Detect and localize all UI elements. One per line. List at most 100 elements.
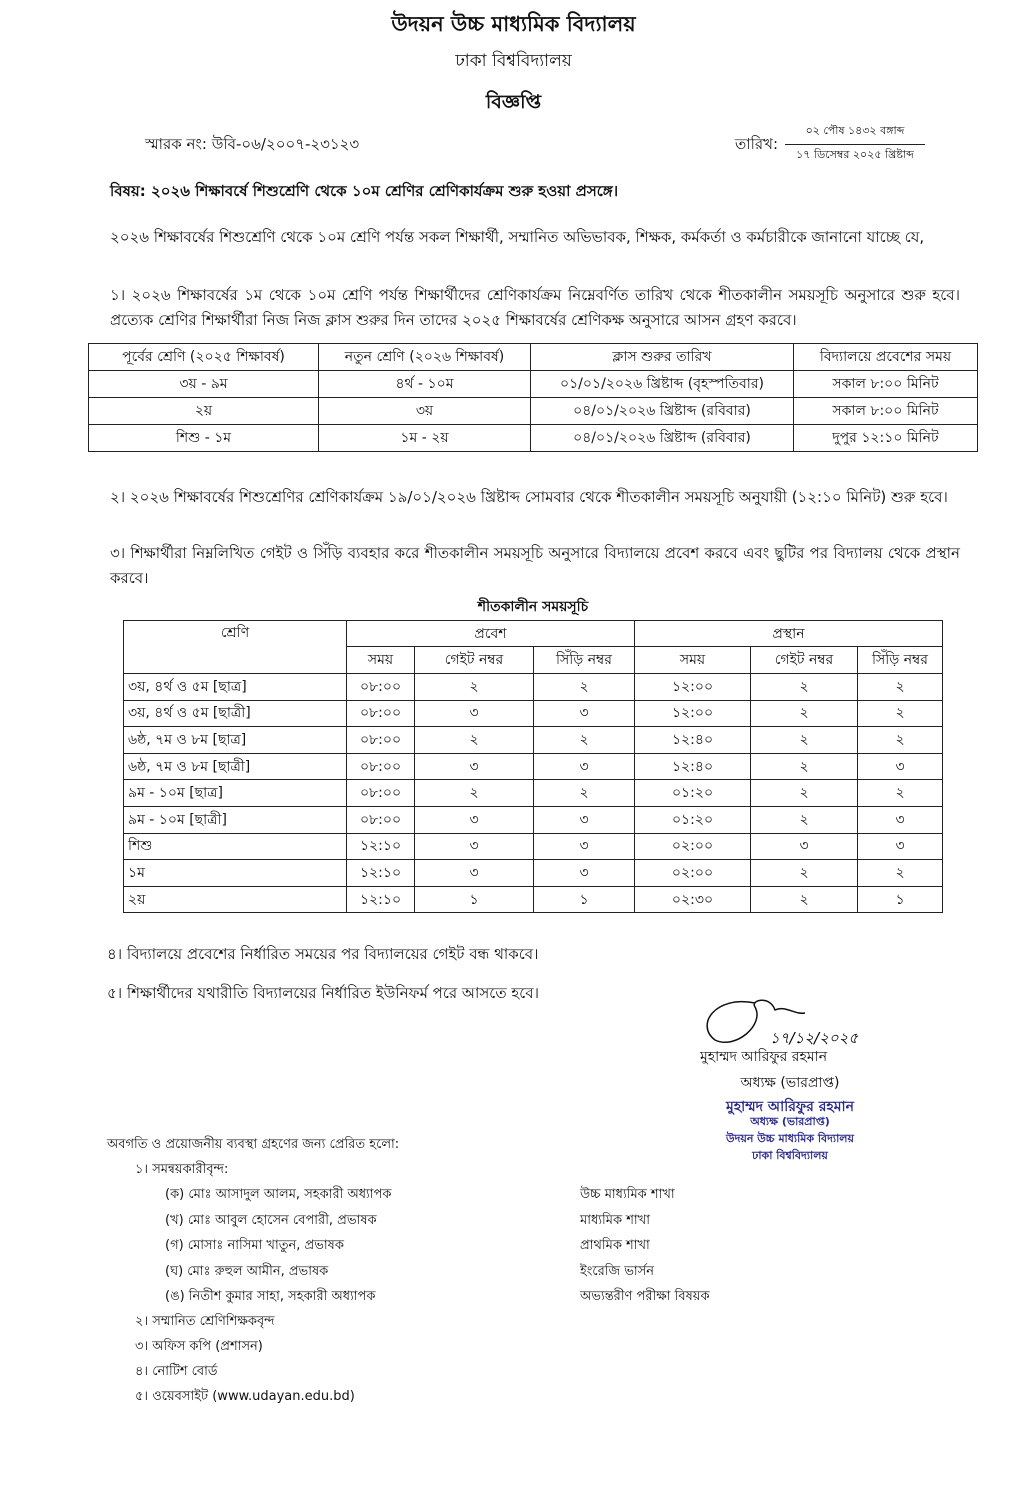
table-cell: ৩ bbox=[414, 752, 534, 781]
table-cell: ১২:০০ bbox=[634, 673, 751, 701]
table-cell: ২ bbox=[533, 726, 635, 754]
table-cell: ৩য় - ৯ম bbox=[88, 370, 319, 398]
table-cell: সকাল ৮:০০ মিনিট bbox=[793, 397, 978, 425]
point-3: ৩। শিক্ষার্থীরা নিম্নলিখিত গেইট ও সিঁড়ি… bbox=[110, 544, 960, 587]
table-cell: ৩ bbox=[414, 859, 534, 887]
sub-header: সময় bbox=[346, 646, 415, 674]
table-cell: ২য় bbox=[123, 885, 347, 914]
signatory-designation: অধ্যক্ষ (ভারপ্রাপ্ত) bbox=[740, 1075, 840, 1091]
coordinator-branch: অভ্যন্তরীণ পরীক্ষা বিষয়ক bbox=[580, 1289, 710, 1304]
table-cell: ২ bbox=[750, 726, 858, 754]
table-cell: ০৪/০১/২০২৬ খ্রিষ্টাব্দ (রবিবার) bbox=[530, 424, 794, 452]
table-cell: ০১:২০ bbox=[634, 805, 751, 834]
signature-date: ১৭/১২/২০২৫ bbox=[770, 1029, 859, 1047]
table-cell: ২ bbox=[750, 779, 858, 807]
table-cell: ১২:৪০ bbox=[634, 752, 751, 781]
table-cell: ৩ bbox=[857, 805, 943, 834]
table-cell: ১২:১০ bbox=[346, 832, 415, 861]
table-cell: ৬ষ্ঠ, ৭ম ও ৮ম [ছাত্র] bbox=[123, 726, 347, 754]
table-cell: ৩ bbox=[533, 752, 635, 781]
table-cell: ৯ম - ১০ম [ছাত্র] bbox=[123, 779, 347, 807]
class-start-table: পূর্বের শ্রেণি (২০২৫ শিক্ষাবর্ষ) নতুন শ্র… bbox=[88, 343, 978, 452]
distribution-intro: অবগতি ও প্রয়োজনীয় ব্যবস্থা গ্রহণের জন্… bbox=[107, 1137, 400, 1152]
table-cell: ২য় bbox=[88, 397, 319, 425]
table-row: ৬ষ্ঠ, ৭ম ও ৮ম [ছাত্রী] ০৮:০০ ৩ ৩ ১২:৪০ ২ ৩ bbox=[123, 752, 943, 781]
class-header: শ্রেণি bbox=[123, 620, 347, 674]
table-cell: ২ bbox=[857, 726, 943, 754]
table-cell: ১২:১০ bbox=[346, 885, 415, 914]
table-cell: ১২:১০ bbox=[346, 859, 415, 887]
stamp-line: অধ্যক্ষ (ভারপ্রাপ্ত) bbox=[750, 1115, 830, 1128]
col-header: পূর্বের শ্রেণি (২০২৫ শিক্ষাবর্ষ) bbox=[88, 343, 319, 371]
table-cell: ৯ম - ১০ম [ছাত্রী] bbox=[123, 805, 347, 834]
distribution-item: ৪। নোটিশ বোর্ড bbox=[135, 1364, 218, 1379]
table-cell: ২ bbox=[857, 859, 943, 887]
coordinator-name: (গ) মোসাঃ নাসিমা খাতুন, প্রভাষক bbox=[165, 1238, 344, 1253]
table-cell: ১ম - ২য় bbox=[318, 424, 531, 452]
table-cell: ৩ bbox=[857, 752, 943, 781]
distribution-item: ২। সম্মানিত শ্রেণিশিক্ষকবৃন্দ bbox=[135, 1314, 275, 1329]
date-bangla: ০২ পৌষ ১৪৩২ বঙ্গাব্দ bbox=[785, 122, 925, 145]
distribution-item: ৫। ওয়েবসাইট (www.udayan.edu.bd) bbox=[135, 1389, 355, 1404]
stamp-line: উদয়ন উচ্চ মাধ্যমিক বিদ্যালয় bbox=[726, 1132, 854, 1145]
col-header: বিদ্যালয়ে প্রবেশের সময় bbox=[793, 343, 978, 371]
table-cell: ২ bbox=[750, 859, 858, 887]
table-cell: ২ bbox=[857, 699, 943, 728]
table-cell: ০৮:০০ bbox=[346, 752, 415, 781]
table-cell: ৩ bbox=[414, 832, 534, 861]
coordinator-branch: প্রাথমিক শাখা bbox=[580, 1238, 650, 1253]
coordinator-name: (ক) মোঃ আসাদুল আলম, সহকারী অধ্যাপক bbox=[165, 1187, 392, 1202]
table-cell: ৩ bbox=[414, 805, 534, 834]
sub-header: গেইট নম্বর bbox=[750, 646, 858, 674]
point-1: ১। ২০২৬ শিক্ষাবর্ষের ১ম থেকে ১০ম শ্রেণি … bbox=[110, 286, 960, 329]
table-cell: শিশু - ১ম bbox=[88, 424, 319, 452]
table-cell: ২ bbox=[750, 805, 858, 834]
point-2: ২। ২০২৬ শিক্ষাবর্ষের শিশুশ্রেণির শ্রেণিক… bbox=[110, 488, 948, 506]
table-cell: শিশু bbox=[123, 832, 347, 861]
schedule-title: শীতকালীন সময়সূচি bbox=[477, 599, 589, 615]
table-cell: ২ bbox=[750, 673, 858, 701]
table-cell: ৩ bbox=[533, 832, 635, 861]
table-cell: ৩ bbox=[857, 832, 943, 861]
sub-header: গেইট নম্বর bbox=[414, 646, 534, 674]
table-cell: ০৮:০০ bbox=[346, 673, 415, 701]
table-row: ৩য় - ৯ম ৪র্থ - ১০ম ০১/০১/২০২৬ খ্রিষ্টাব্দ… bbox=[88, 370, 978, 398]
sub-header: সিঁড়ি নম্বর bbox=[533, 646, 635, 674]
table-cell: ২ bbox=[750, 885, 858, 914]
col-header: নতুন শ্রেণি (২০২৬ শিক্ষাবর্ষ) bbox=[318, 343, 531, 371]
stamp-line: মুহাম্মদ আরিফুর রহমান bbox=[726, 1099, 854, 1115]
date-gregorian: ১৭ ডিসেম্বর ২০২৫ খ্রিষ্টাব্দ bbox=[796, 148, 914, 161]
table-cell: ৩ bbox=[533, 805, 635, 834]
point-5: ৫। শিক্ষার্থীদের যথারীতি বিদ্যালয়ের নির… bbox=[107, 984, 539, 1002]
table-cell: ২ bbox=[750, 699, 858, 728]
table-cell: ১২:৪০ bbox=[634, 726, 751, 754]
table-cell: ২ bbox=[750, 752, 858, 781]
table-cell: ১ bbox=[857, 885, 943, 914]
table-cell: ৪র্থ - ১০ম bbox=[318, 370, 531, 398]
coordinator-branch: মাধ্যমিক শাখা bbox=[580, 1212, 650, 1228]
stamp-line: ঢাকা বিশ্ববিদ্যালয় bbox=[752, 1149, 828, 1162]
table-cell: ০৪/০১/২০২৬ খ্রিষ্টাব্দ (রবিবার) bbox=[530, 397, 794, 425]
memo-number: স্মারক নং: উবি-০৬/২০০৭-২৩১২৩ bbox=[145, 135, 360, 153]
table-cell: ০১/০১/২০২৬ খ্রিষ্টাব্দ (বৃহস্পতিবার) bbox=[530, 370, 794, 398]
table-cell: ২ bbox=[414, 726, 534, 754]
table-row: ৯ম - ১০ম [ছাত্র] ০৮:০০ ২ ২ ০১:২০ ২ ২ bbox=[123, 779, 943, 807]
table-cell: ২ bbox=[414, 673, 534, 701]
table-cell: ১২:০০ bbox=[634, 699, 751, 728]
table-row: ২য় ১২:১০ ১ ১ ০২:৩০ ২ ১ bbox=[123, 885, 943, 914]
table-cell: ৩ bbox=[533, 699, 635, 728]
table-cell: ০২:৩০ bbox=[634, 885, 751, 914]
sub-header: সময় bbox=[634, 646, 751, 674]
table-row: ৩য়, ৪র্থ ও ৫ম [ছাত্র] ০৮:০০ ২ ২ ১২:০০ ২ ২ bbox=[123, 673, 943, 701]
table-cell: ১ম bbox=[123, 859, 347, 887]
coordinator-branch: উচ্চ মাধ্যমিক শাখা bbox=[580, 1187, 675, 1202]
table-cell: ০৮:০০ bbox=[346, 699, 415, 728]
table-cell: ২ bbox=[414, 779, 534, 807]
table-cell: ৩ bbox=[414, 699, 534, 728]
university-name: ঢাকা বিশ্ববিদ্যালয় bbox=[455, 51, 572, 71]
notice-title: বিজ্ঞপ্তি bbox=[485, 91, 542, 113]
table-cell: ৩ bbox=[533, 859, 635, 887]
point-4: ৪। বিদ্যালয়ে প্রবেশের নির্ধারিত সময়ের … bbox=[107, 945, 539, 963]
coordinator-name: (ঘ) মোঃ রুহুল আমীন, প্রভাষক bbox=[165, 1263, 329, 1279]
table-row: ৯ম - ১০ম [ছাত্রী] ০৮:০০ ৩ ৩ ০১:২০ ২ ৩ bbox=[123, 805, 943, 834]
